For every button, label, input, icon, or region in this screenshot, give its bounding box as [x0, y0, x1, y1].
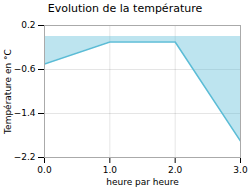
- svg-text:0.2: 0.2: [21, 20, 35, 30]
- svg-text:−2.2: −2.2: [14, 152, 36, 162]
- svg-text:1.0: 1.0: [103, 165, 118, 175]
- svg-text:Température en °C: Température en °C: [3, 49, 13, 135]
- svg-text:heure par heure: heure par heure: [106, 177, 179, 187]
- svg-text:−1.4: −1.4: [14, 108, 36, 118]
- svg-text:2.0: 2.0: [168, 165, 183, 175]
- html-text:Evolution de la température: Evolution de la température: [47, 2, 203, 15]
- svg-text:0.0: 0.0: [37, 165, 52, 175]
- svg-text:3.0: 3.0: [233, 165, 248, 175]
- svg-text:−0.6: −0.6: [14, 64, 36, 74]
